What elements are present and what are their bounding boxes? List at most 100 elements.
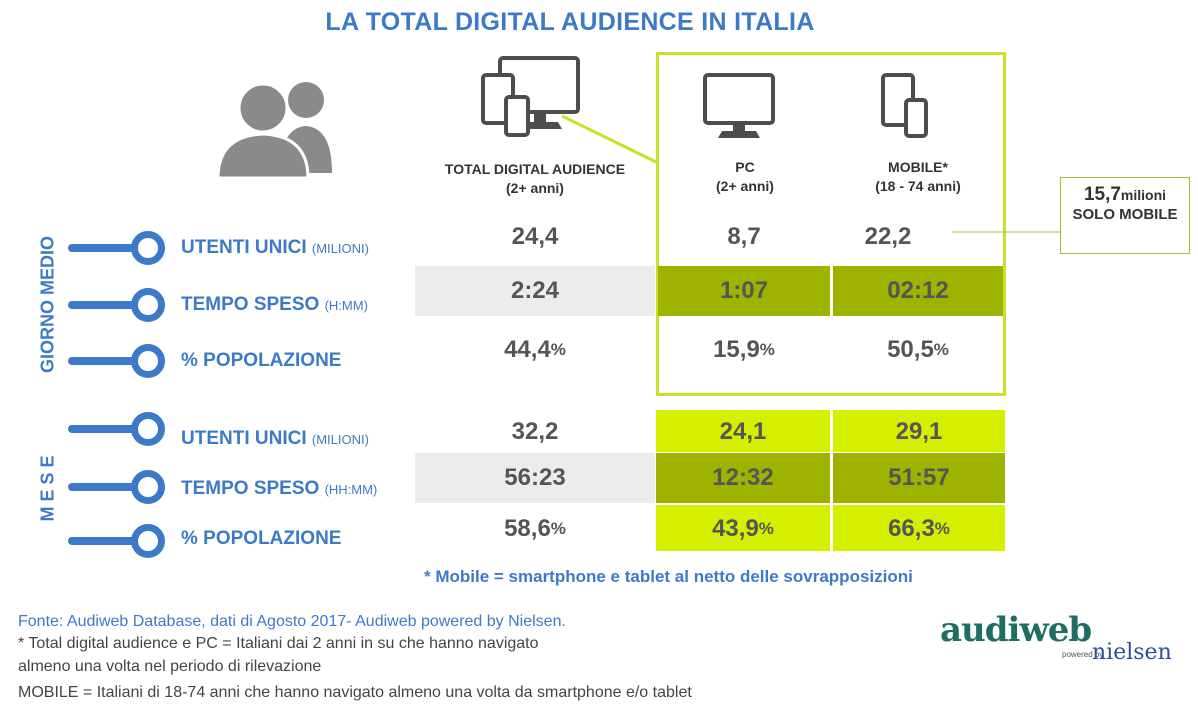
cell-bg <box>833 266 1003 316</box>
value-cell: 50,5% <box>833 330 1003 370</box>
connector-bar <box>68 244 148 252</box>
highlight-frame <box>656 52 1006 396</box>
connector-bar <box>68 357 148 365</box>
people-icon <box>218 82 332 178</box>
cell-bg <box>656 410 830 452</box>
connector-bar <box>68 537 148 545</box>
value-percent: % <box>933 340 949 359</box>
row-label: UTENTI UNICI (MILIONI) <box>181 428 369 450</box>
row-label: UTENTI UNICI (MILIONI) <box>181 237 369 259</box>
row-band <box>415 453 655 503</box>
connector-bar <box>68 301 148 309</box>
smartphone-tablet-icon <box>881 73 928 138</box>
cell-bg <box>833 505 1005 551</box>
value-text: 24,4 <box>511 223 559 250</box>
value-text: 29,1 <box>895 418 943 445</box>
value-cell: 22,2 <box>833 218 943 256</box>
connector-line <box>561 114 657 164</box>
connector-bar <box>68 483 148 491</box>
value-text: 50,5 <box>887 336 934 363</box>
row-label-unit: (MILIONI) <box>311 241 369 256</box>
row-label-unit: (HH:MM) <box>324 482 378 497</box>
section-label-day: GIORNO MEDIO <box>37 236 58 374</box>
value-cell: 66,3% <box>833 508 1005 550</box>
row-label-text: UTENTI UNICI <box>181 428 307 449</box>
value-text: 44,4 <box>504 336 551 363</box>
column-title: PC <box>735 159 755 175</box>
value-percent: % <box>550 519 566 538</box>
row-label: TEMPO SPESO (HH:MM) <box>181 478 377 500</box>
value-text: 56:23 <box>504 464 566 491</box>
cell-bg <box>833 410 1005 452</box>
row-label-unit: (MILIONI) <box>311 432 369 447</box>
value-percent: % <box>759 340 775 359</box>
ring-marker <box>131 524 165 558</box>
value-cell: 29,1 <box>833 412 1005 452</box>
row-label: % POPOLAZIONE <box>181 350 341 372</box>
value-text: 15,9 <box>713 336 760 363</box>
column-subtitle: (2+ anni) <box>716 178 774 194</box>
value-text: 22,2 <box>864 223 912 250</box>
source-line: MOBILE = Italiani di 18-74 anni che hann… <box>18 684 692 701</box>
value-cell: 43,9% <box>656 508 830 550</box>
row-label-text: TEMPO SPESO <box>181 294 320 315</box>
cell-bg <box>656 453 830 503</box>
ring-marker <box>131 344 165 378</box>
value-cell: 15,9% <box>658 330 830 370</box>
value-cell: 24,1 <box>656 412 830 452</box>
row-label-unit: (H:MM) <box>324 298 368 313</box>
value-text: 66,3 <box>888 515 935 542</box>
value-percent: % <box>934 519 950 538</box>
value-cell: 12:32 <box>656 453 830 503</box>
ring-marker <box>131 412 165 446</box>
callout-unit: milioni <box>1120 187 1167 203</box>
value-cell: 1:07 <box>658 266 830 316</box>
section-label-month: M E S E <box>37 455 58 522</box>
ring-marker <box>131 231 165 265</box>
value-percent: % <box>758 519 774 538</box>
column-header-mobile: MOBILE* (18 - 74 anni) <box>833 158 1003 196</box>
value-cell: 24,4 <box>415 218 655 256</box>
value-text: 32,2 <box>511 418 559 445</box>
value-cell: 44,4% <box>415 330 655 370</box>
audiweb-logo: audiweb powered by nielsen <box>940 610 1172 680</box>
source-line: Fonte: Audiweb Database, dati di Agosto … <box>18 613 566 630</box>
cell-bg <box>658 266 830 316</box>
mobile-footnote: * Mobile = smartphone e tablet al netto … <box>424 567 913 586</box>
logo-partner: nielsen <box>1092 640 1172 665</box>
devices-icon <box>481 56 580 137</box>
row-label-text: % POPOLAZIONE <box>181 350 342 371</box>
value-text: 02:12 <box>887 277 949 304</box>
row-band <box>415 266 655 316</box>
value-cell: 32,2 <box>415 412 655 452</box>
value-text: 1:07 <box>719 277 769 304</box>
column-header-pc: PC (2+ anni) <box>660 158 830 196</box>
column-subtitle: (18 - 74 anni) <box>875 178 961 194</box>
row-label: TEMPO SPESO (H:MM) <box>181 294 368 316</box>
column-title: MOBILE* <box>888 159 948 175</box>
row-label: % POPOLAZIONE <box>181 528 341 550</box>
value-text: 43,9 <box>712 515 759 542</box>
column-header-total: TOTAL DIGITAL AUDIENCE (2+ anni) <box>425 160 645 198</box>
value-text: 58,6 <box>504 515 551 542</box>
value-cell: 2:24 <box>415 266 655 316</box>
source-line: almeno una volta nel periodo di rilevazi… <box>18 658 322 675</box>
value-text: 51:57 <box>888 464 950 491</box>
cell-bg <box>833 453 1005 503</box>
value-cell: 51:57 <box>833 453 1005 503</box>
column-subtitle: (2+ anni) <box>506 180 564 196</box>
callout-value: 15,7 <box>1083 184 1121 205</box>
row-label-text: UTENTI UNICI <box>181 237 307 258</box>
page-title: LA TOTAL DIGITAL AUDIENCE IN ITALIA <box>325 8 815 36</box>
value-cell: 56:23 <box>415 453 655 503</box>
value-text: 24,1 <box>719 418 767 445</box>
ring-marker <box>131 470 165 504</box>
cell-bg <box>656 505 830 551</box>
value-percent: % <box>550 340 566 359</box>
logo-main: audiweb <box>940 610 1092 650</box>
value-cell: 58,6% <box>415 508 655 550</box>
row-label-text: TEMPO SPESO <box>181 478 320 499</box>
callout-label: SOLO MOBILE <box>1072 206 1178 223</box>
value-text: 8,7 <box>727 223 761 250</box>
callout-solo-mobile: 15,7milioni SOLO MOBILE <box>1060 177 1190 254</box>
